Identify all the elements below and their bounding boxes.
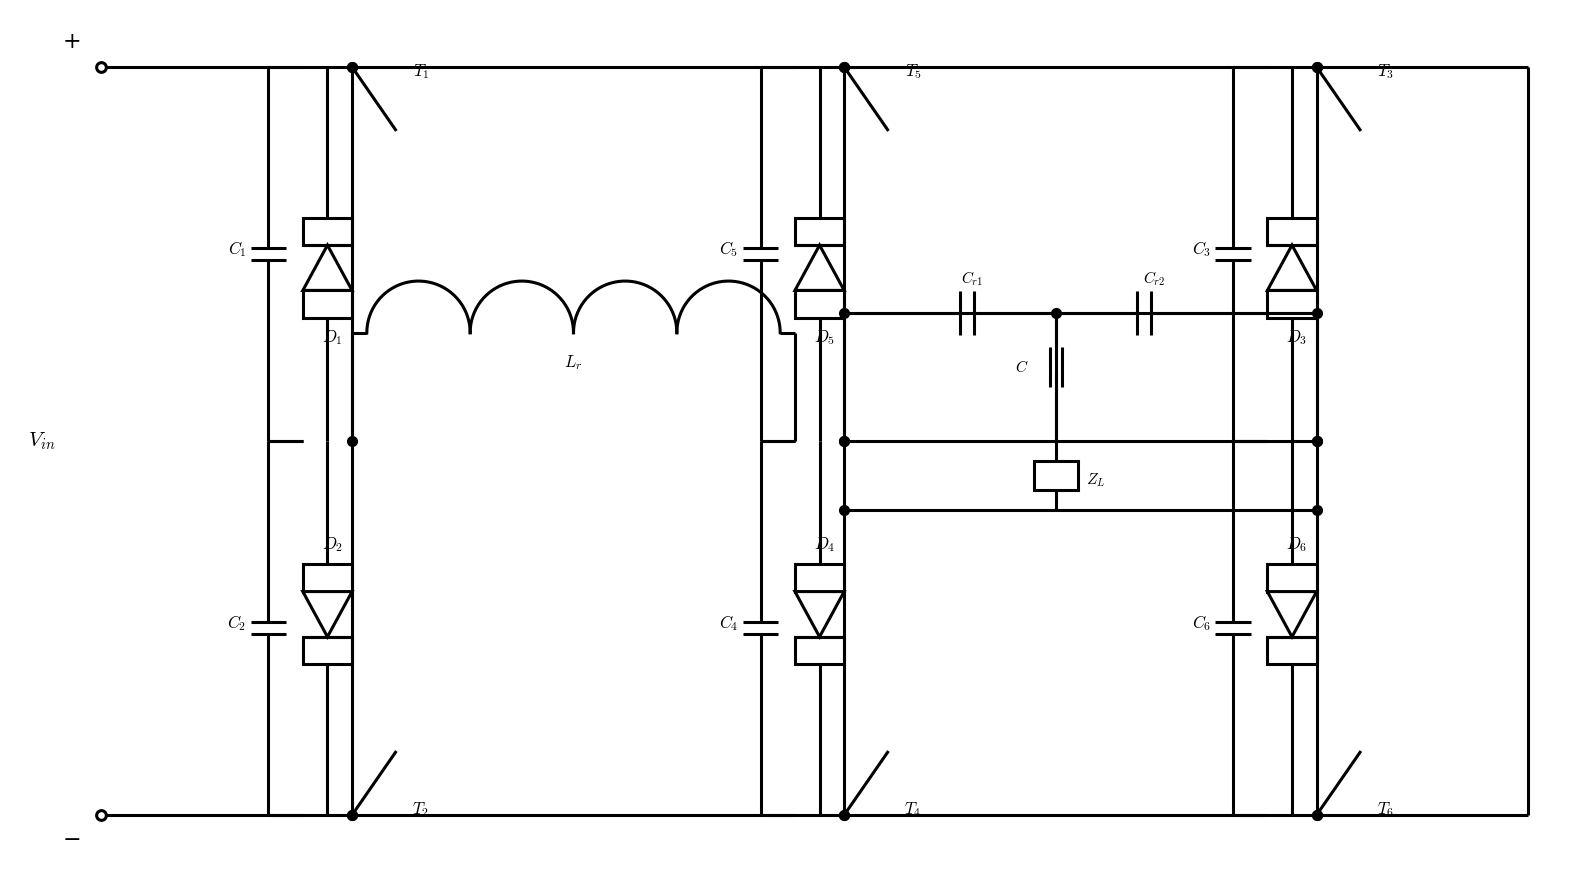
Text: $C_5$: $C_5$ [720, 239, 739, 259]
Text: $D_1$: $D_1$ [322, 329, 342, 347]
Bar [1268, 291, 1317, 318]
Text: $L_r$: $L_r$ [564, 352, 583, 372]
Bar [1268, 637, 1317, 664]
Text: $C_4$: $C_4$ [720, 613, 739, 633]
Bar [303, 291, 352, 318]
Text: $T_2$: $T_2$ [412, 801, 430, 819]
Text: $C_2$: $C_2$ [227, 613, 247, 633]
Bar [796, 637, 845, 664]
Text: $C_3$: $C_3$ [1192, 239, 1211, 259]
Text: $T_5$: $T_5$ [905, 63, 921, 81]
Text: $C_6$: $C_6$ [1192, 613, 1211, 633]
Bar [1268, 564, 1317, 591]
Bar [796, 218, 845, 245]
Text: $C_{r1}$: $C_{r1}$ [961, 270, 983, 288]
Text: $D_4$: $D_4$ [813, 535, 835, 554]
Polygon shape [303, 245, 352, 291]
Text: $D_3$: $D_3$ [1287, 329, 1308, 347]
Text: +: + [62, 32, 81, 54]
Bar [303, 218, 352, 245]
Text: $Z_L$: $Z_L$ [1086, 471, 1105, 489]
Text: $C_{r2}$: $C_{r2}$ [1143, 270, 1165, 288]
Polygon shape [1268, 245, 1317, 291]
Text: $D_6$: $D_6$ [1287, 535, 1308, 554]
Text: $D_5$: $D_5$ [815, 329, 835, 347]
Polygon shape [303, 591, 352, 637]
Text: $C$: $C$ [1014, 359, 1029, 375]
Text: $T_3$: $T_3$ [1377, 63, 1393, 81]
Polygon shape [796, 245, 845, 291]
Polygon shape [1268, 591, 1317, 637]
Text: −: − [62, 829, 81, 851]
Text: $T_4$: $T_4$ [905, 801, 922, 819]
Bar [1033, 461, 1078, 490]
Text: $C_1$: $C_1$ [228, 239, 246, 259]
Text: $T_1$: $T_1$ [412, 63, 430, 81]
Bar [796, 291, 845, 318]
Text: $V_{in}$: $V_{in}$ [29, 430, 55, 452]
Polygon shape [796, 591, 845, 637]
Text: $T_6$: $T_6$ [1377, 801, 1395, 819]
Text: $D_2$: $D_2$ [322, 535, 342, 554]
Bar [303, 564, 352, 591]
Bar [1268, 218, 1317, 245]
Bar [796, 564, 845, 591]
Bar [303, 637, 352, 664]
